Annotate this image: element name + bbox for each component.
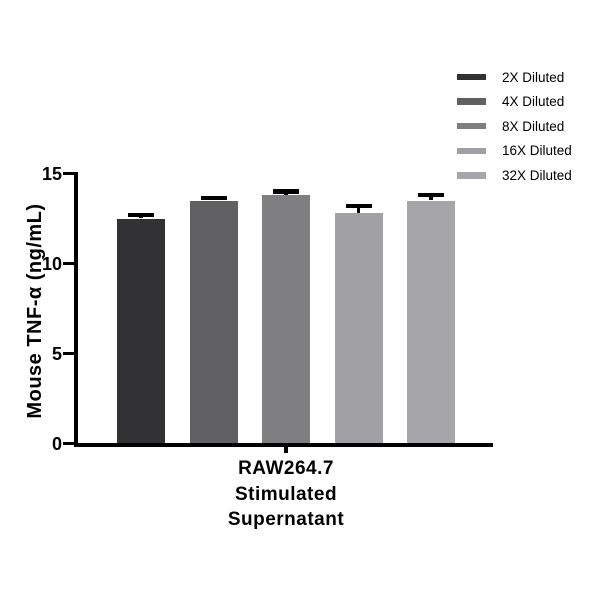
bar-2x-diluted — [117, 218, 166, 445]
legend-swatch-32x-diluted — [457, 172, 486, 179]
y-tick-label-5: 5 — [51, 343, 62, 364]
bar-4x-diluted — [189, 200, 238, 445]
y-tick-10 — [63, 261, 75, 266]
error-bar-cap-2 — [200, 195, 227, 201]
bar-16x-diluted — [334, 213, 383, 445]
y-tick-0 — [63, 441, 75, 446]
error-bar-cap-4 — [345, 203, 372, 209]
error-bar-cap-1 — [128, 212, 155, 218]
bar-8x-diluted — [262, 195, 311, 445]
x-axis-line — [74, 442, 493, 447]
y-tick-label-15: 15 — [41, 163, 62, 184]
legend-label-16x-diluted: 16X Diluted — [502, 143, 572, 159]
error-bar-cap-3 — [273, 189, 300, 194]
y-axis-title: Mouse TNF-α (ng/mL) — [24, 203, 46, 419]
legend-label-2x-diluted: 2X Diluted — [502, 69, 565, 85]
legend-swatch-2x-diluted — [457, 73, 486, 81]
y-tick-5 — [63, 351, 75, 356]
y-axis-line — [74, 171, 78, 446]
bar-32x-diluted — [407, 200, 455, 445]
x-axis-tick — [284, 444, 288, 453]
legend-label-8x-diluted: 8X Diluted — [502, 118, 565, 134]
legend-swatch-8x-diluted — [457, 122, 486, 130]
y-tick-label-0: 0 — [51, 433, 62, 454]
error-bar-stem-4 — [356, 205, 361, 214]
error-bar-cap-5 — [418, 192, 444, 198]
legend-label-4x-diluted: 4X Diluted — [502, 94, 565, 110]
legend-label-32x-diluted: 32X Diluted — [502, 167, 572, 183]
x-axis-group-label: RAW264.7 Stimulated Supernatant — [227, 458, 345, 530]
y-tick-label-10: 10 — [41, 253, 62, 274]
error-bar-stem-5 — [429, 195, 433, 201]
y-tick-15 — [63, 171, 75, 176]
legend-swatch-16x-diluted — [457, 147, 486, 155]
legend-swatch-4x-diluted — [457, 98, 486, 105]
